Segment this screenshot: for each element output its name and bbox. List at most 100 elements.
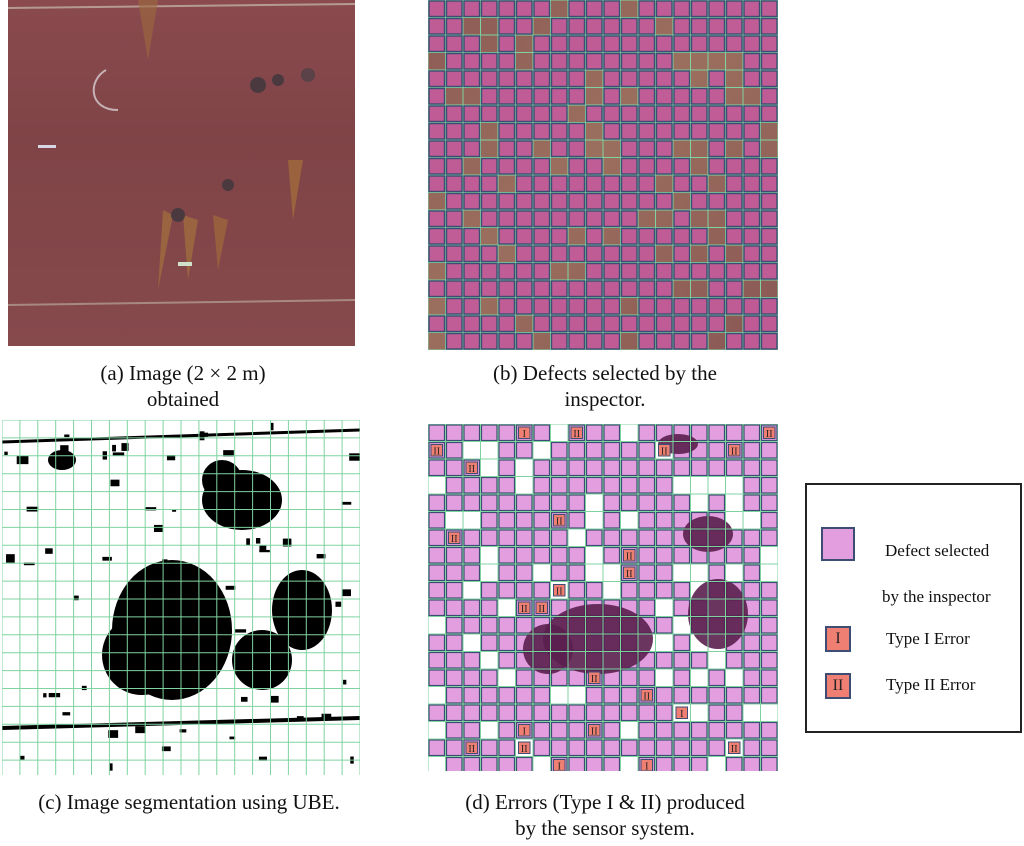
defect-cell [620, 441, 638, 459]
defect-cell [760, 756, 778, 771]
defect-cell [638, 511, 656, 529]
defect-cell [725, 0, 743, 18]
svg-text:I: I [680, 709, 683, 720]
segmented-speck [102, 556, 112, 561]
defect-cell [708, 686, 726, 704]
defect-cell [445, 476, 463, 494]
defect-cell [463, 140, 481, 158]
defect-cell [760, 459, 778, 477]
defect-cell [673, 210, 691, 228]
defect-cell [428, 494, 446, 512]
defect-cell [463, 227, 481, 245]
defect-cell [568, 210, 586, 228]
defect-cell [655, 192, 673, 210]
defect-cell [498, 0, 516, 18]
type2-error-marker: II [658, 444, 671, 457]
defect-cell [673, 686, 691, 704]
defect-cell [690, 686, 708, 704]
defect-cell [480, 581, 498, 599]
defect-cell [760, 297, 778, 315]
segmented-speck [229, 736, 236, 740]
segmented-speck [275, 642, 286, 648]
defect-cell [480, 105, 498, 123]
caption-b: (b) Defects selected by the inspector. [420, 360, 790, 412]
defect-cell [445, 441, 463, 459]
caption-a: (a) Image (2 × 2 m) obtained [8, 360, 358, 412]
defect-cell [568, 441, 586, 459]
defect-cell [655, 297, 673, 315]
defect-cell [445, 315, 463, 333]
segmented-speck [343, 679, 347, 685]
defect-cell [463, 546, 481, 564]
type2-error-marker: II [588, 724, 601, 737]
type2-error-marker: II [728, 444, 741, 457]
defect-cell [463, 0, 481, 18]
segmented-speck [4, 451, 8, 456]
caption-b-line2: inspector. [564, 387, 646, 411]
svg-text:II: II [556, 586, 563, 597]
defect-cell [445, 192, 463, 210]
defect-cell [743, 175, 761, 193]
defect-cell [620, 529, 638, 547]
defect-cell [498, 616, 516, 634]
defect-cell [743, 140, 761, 158]
defect-cell [428, 651, 446, 669]
svg-text:II: II [766, 429, 773, 440]
svg-text:II: II [521, 604, 528, 615]
defect-cell [463, 564, 481, 582]
segmented-speck [130, 647, 139, 652]
defect-cell [550, 721, 568, 739]
defect-cell [498, 581, 516, 599]
defect-cell [498, 756, 516, 771]
segmented-speck [341, 589, 351, 597]
segmented-speck [284, 604, 290, 613]
defect-cell [428, 704, 446, 722]
defect-cell [498, 686, 516, 704]
type2-error-marker: II [623, 566, 636, 580]
defect-cell [603, 17, 621, 35]
defect-cell [550, 35, 568, 53]
defect-cell [638, 157, 656, 175]
defect-cell [480, 686, 498, 704]
defect-cell [760, 494, 778, 512]
segmented-speck [162, 559, 168, 565]
defect-cell [743, 424, 761, 442]
caption-a-line2: obtained [146, 387, 220, 411]
defect-cell [690, 105, 708, 123]
defect-cell [673, 739, 691, 757]
defect-cell [498, 704, 516, 722]
defect-cell [620, 280, 638, 298]
grid-lines [428, 424, 778, 771]
defect-cell [760, 245, 778, 263]
error-grid-overlay: I IIIIIIIIIIIIIIIIIIIIIIIIIIIIIIIIIIIIIII… [428, 424, 778, 771]
defect-cell [673, 756, 691, 771]
defect-cell [585, 245, 603, 263]
defect-cell [515, 157, 533, 175]
defect-cell [585, 157, 603, 175]
defect-cell [655, 280, 673, 298]
defect-cell [498, 634, 516, 652]
defect-cell [533, 581, 551, 599]
segmented-speck [296, 716, 304, 721]
defect-cell [533, 192, 551, 210]
defect-cell [620, 35, 638, 53]
defect-cell [428, 175, 446, 193]
defect-cell [708, 297, 726, 315]
segmented-speck [206, 619, 219, 627]
defect-cell [760, 669, 778, 687]
defect-cell [480, 616, 498, 634]
caption-d: (d) Errors (Type I & II) produced by the… [410, 789, 800, 841]
defect-cell [690, 122, 708, 140]
type1-error-marker: I [518, 724, 531, 737]
defect-cell [515, 581, 533, 599]
defect-cell [498, 35, 516, 53]
defect-cell [585, 35, 603, 53]
defect-cell [533, 175, 551, 193]
defect-cell [725, 297, 743, 315]
segmentation-image [2, 420, 360, 775]
defect-cell [655, 332, 673, 350]
defect-cell [673, 262, 691, 280]
defect-cell [655, 315, 673, 333]
defect-cell [445, 546, 463, 564]
defect-cell [743, 315, 761, 333]
